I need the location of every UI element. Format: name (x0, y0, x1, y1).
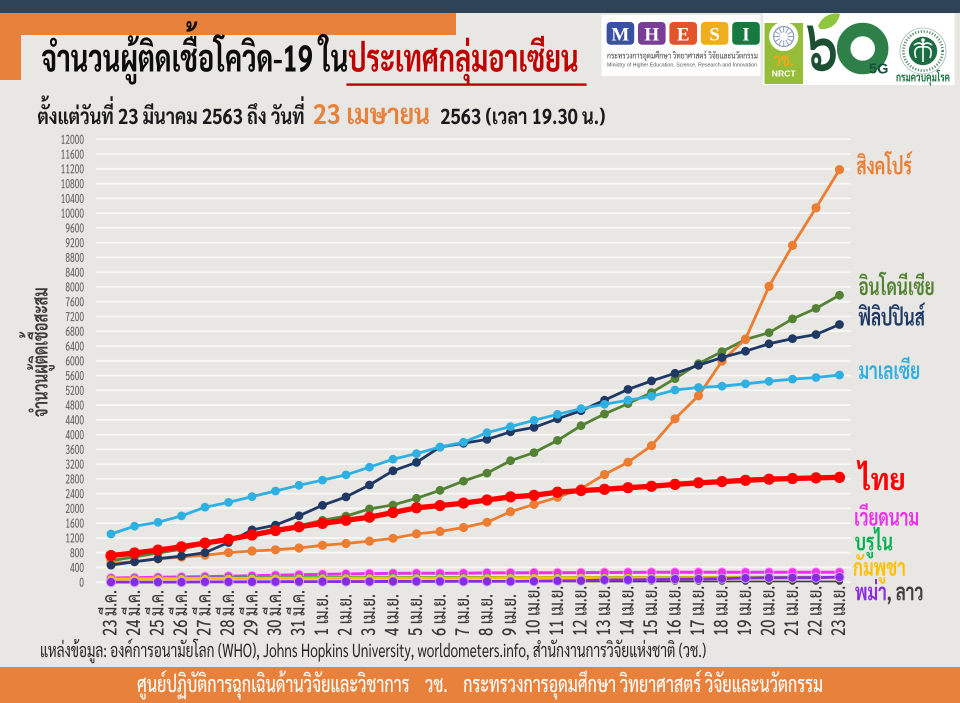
svg-text:M: M (611, 25, 629, 46)
svg-text:S: S (709, 25, 720, 46)
svg-text:5G: 5G (869, 62, 888, 78)
svg-text:I: I (742, 25, 749, 46)
svg-text:E: E (677, 25, 690, 46)
svg-text:NRCT: NRCT (772, 69, 797, 79)
svg-text:Ministry of Higher Education,: Ministry of Higher Education, Science, R… (607, 63, 757, 69)
svg-text:H: H (644, 25, 659, 46)
